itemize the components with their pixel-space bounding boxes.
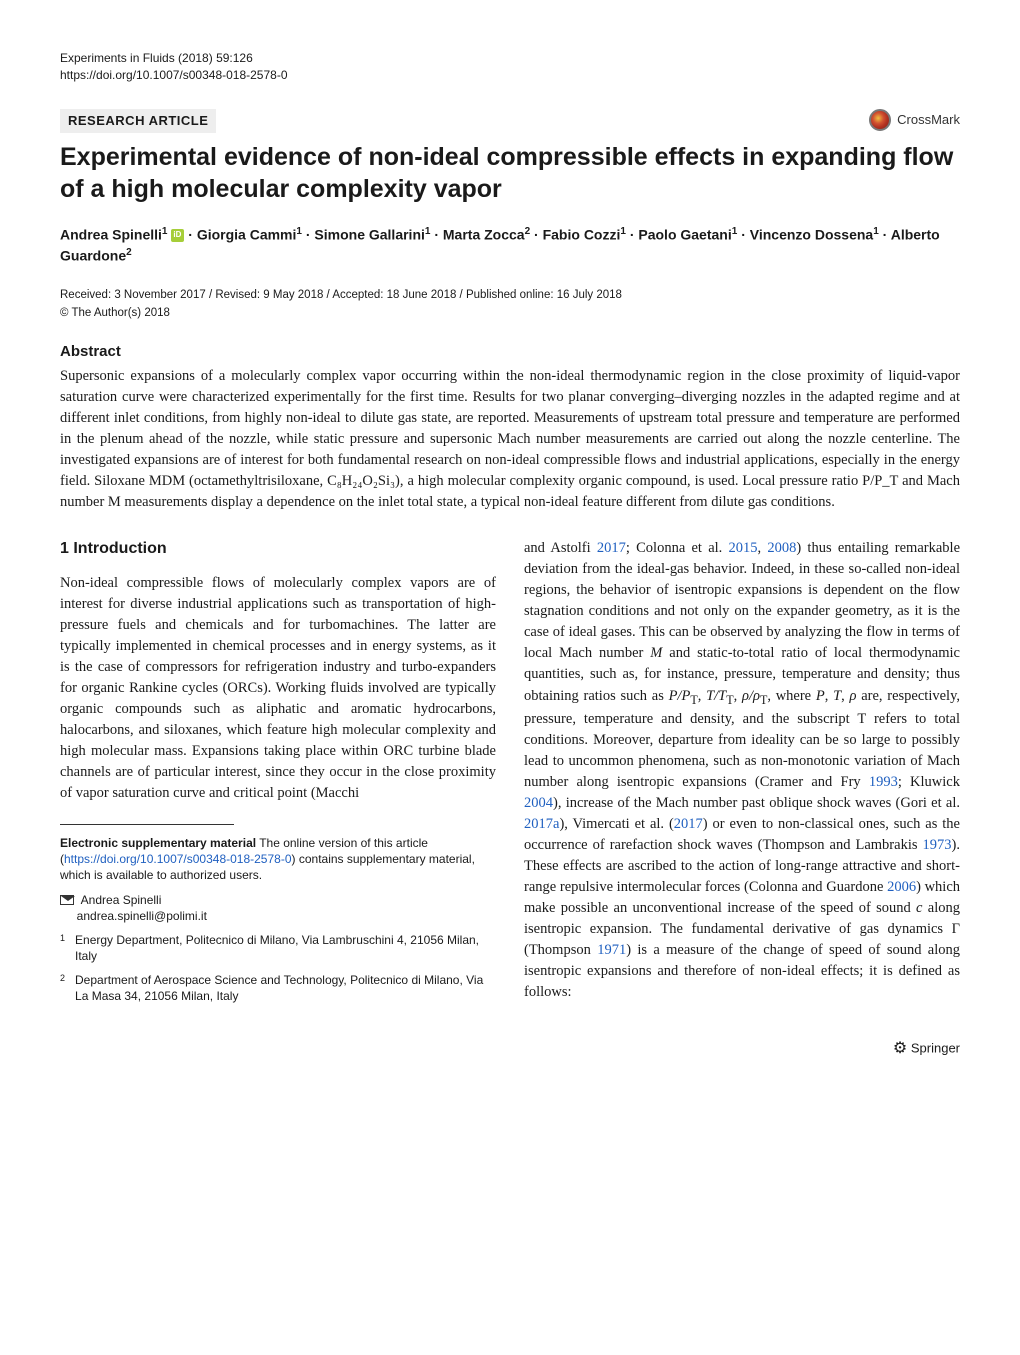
body-columns: 1 Introduction Non-ideal compressible fl… — [60, 538, 960, 1012]
corresponding-author: Andrea Spinelli andrea.spinelli@polimi.i… — [60, 892, 496, 924]
crossmark-label: CrossMark — [897, 111, 960, 129]
abstract-text: Supersonic expansions of a molecularly c… — [60, 366, 960, 513]
journal-header: Experiments in Fluids (2018) 59:126 http… — [60, 50, 960, 84]
springer-icon: ⚙ — [893, 1038, 907, 1060]
article-title: Experimental evidence of non-ideal compr… — [60, 141, 960, 206]
crossmark-badge[interactable]: CrossMark — [869, 109, 960, 131]
publisher-name: Springer — [911, 1040, 960, 1055]
affiliation-1: 1Energy Department, Politecnico di Milan… — [60, 932, 496, 964]
publisher-footer: ⚙ Springer — [60, 1038, 960, 1060]
intro-text-right: and Astolfi 2017; Colonna et al. 2015, 2… — [524, 538, 960, 1003]
corr-email: andrea.spinelli@polimi.it — [77, 909, 207, 923]
article-type-badge: RESEARCH ARTICLE — [60, 109, 216, 133]
affil2-text: Department of Aerospace Science and Tech… — [75, 972, 496, 1004]
corr-name: Andrea Spinelli — [81, 893, 162, 907]
right-column: and Astolfi 2017; Colonna et al. 2015, 2… — [524, 538, 960, 1012]
crossmark-icon — [869, 109, 891, 131]
article-dates: Received: 3 November 2017 / Revised: 9 M… — [60, 287, 960, 303]
copyright-line: © The Author(s) 2018 — [60, 305, 960, 321]
journal-citation: Experiments in Fluids (2018) 59:126 — [60, 50, 960, 67]
intro-text-left: Non-ideal compressible flows of molecula… — [60, 573, 496, 804]
affiliation-2: 2Department of Aerospace Science and Tec… — [60, 972, 496, 1004]
abstract-heading: Abstract — [60, 341, 960, 362]
supp-label: Electronic supplementary material — [60, 836, 256, 850]
footnote-rule — [60, 824, 234, 825]
journal-doi: https://doi.org/10.1007/s00348-018-2578-… — [60, 67, 960, 84]
left-column: 1 Introduction Non-ideal compressible fl… — [60, 538, 496, 1012]
supplementary-note: Electronic supplementary material The on… — [60, 835, 496, 884]
affil1-text: Energy Department, Politecnico di Milano… — [75, 932, 496, 964]
intro-heading: 1 Introduction — [60, 538, 496, 560]
author-list: Andrea Spinelli1 · Giorgia Cammi1 · Simo… — [60, 224, 960, 267]
envelope-icon — [60, 895, 74, 905]
supp-link[interactable]: https://doi.org/10.1007/s00348-018-2578-… — [64, 852, 292, 866]
